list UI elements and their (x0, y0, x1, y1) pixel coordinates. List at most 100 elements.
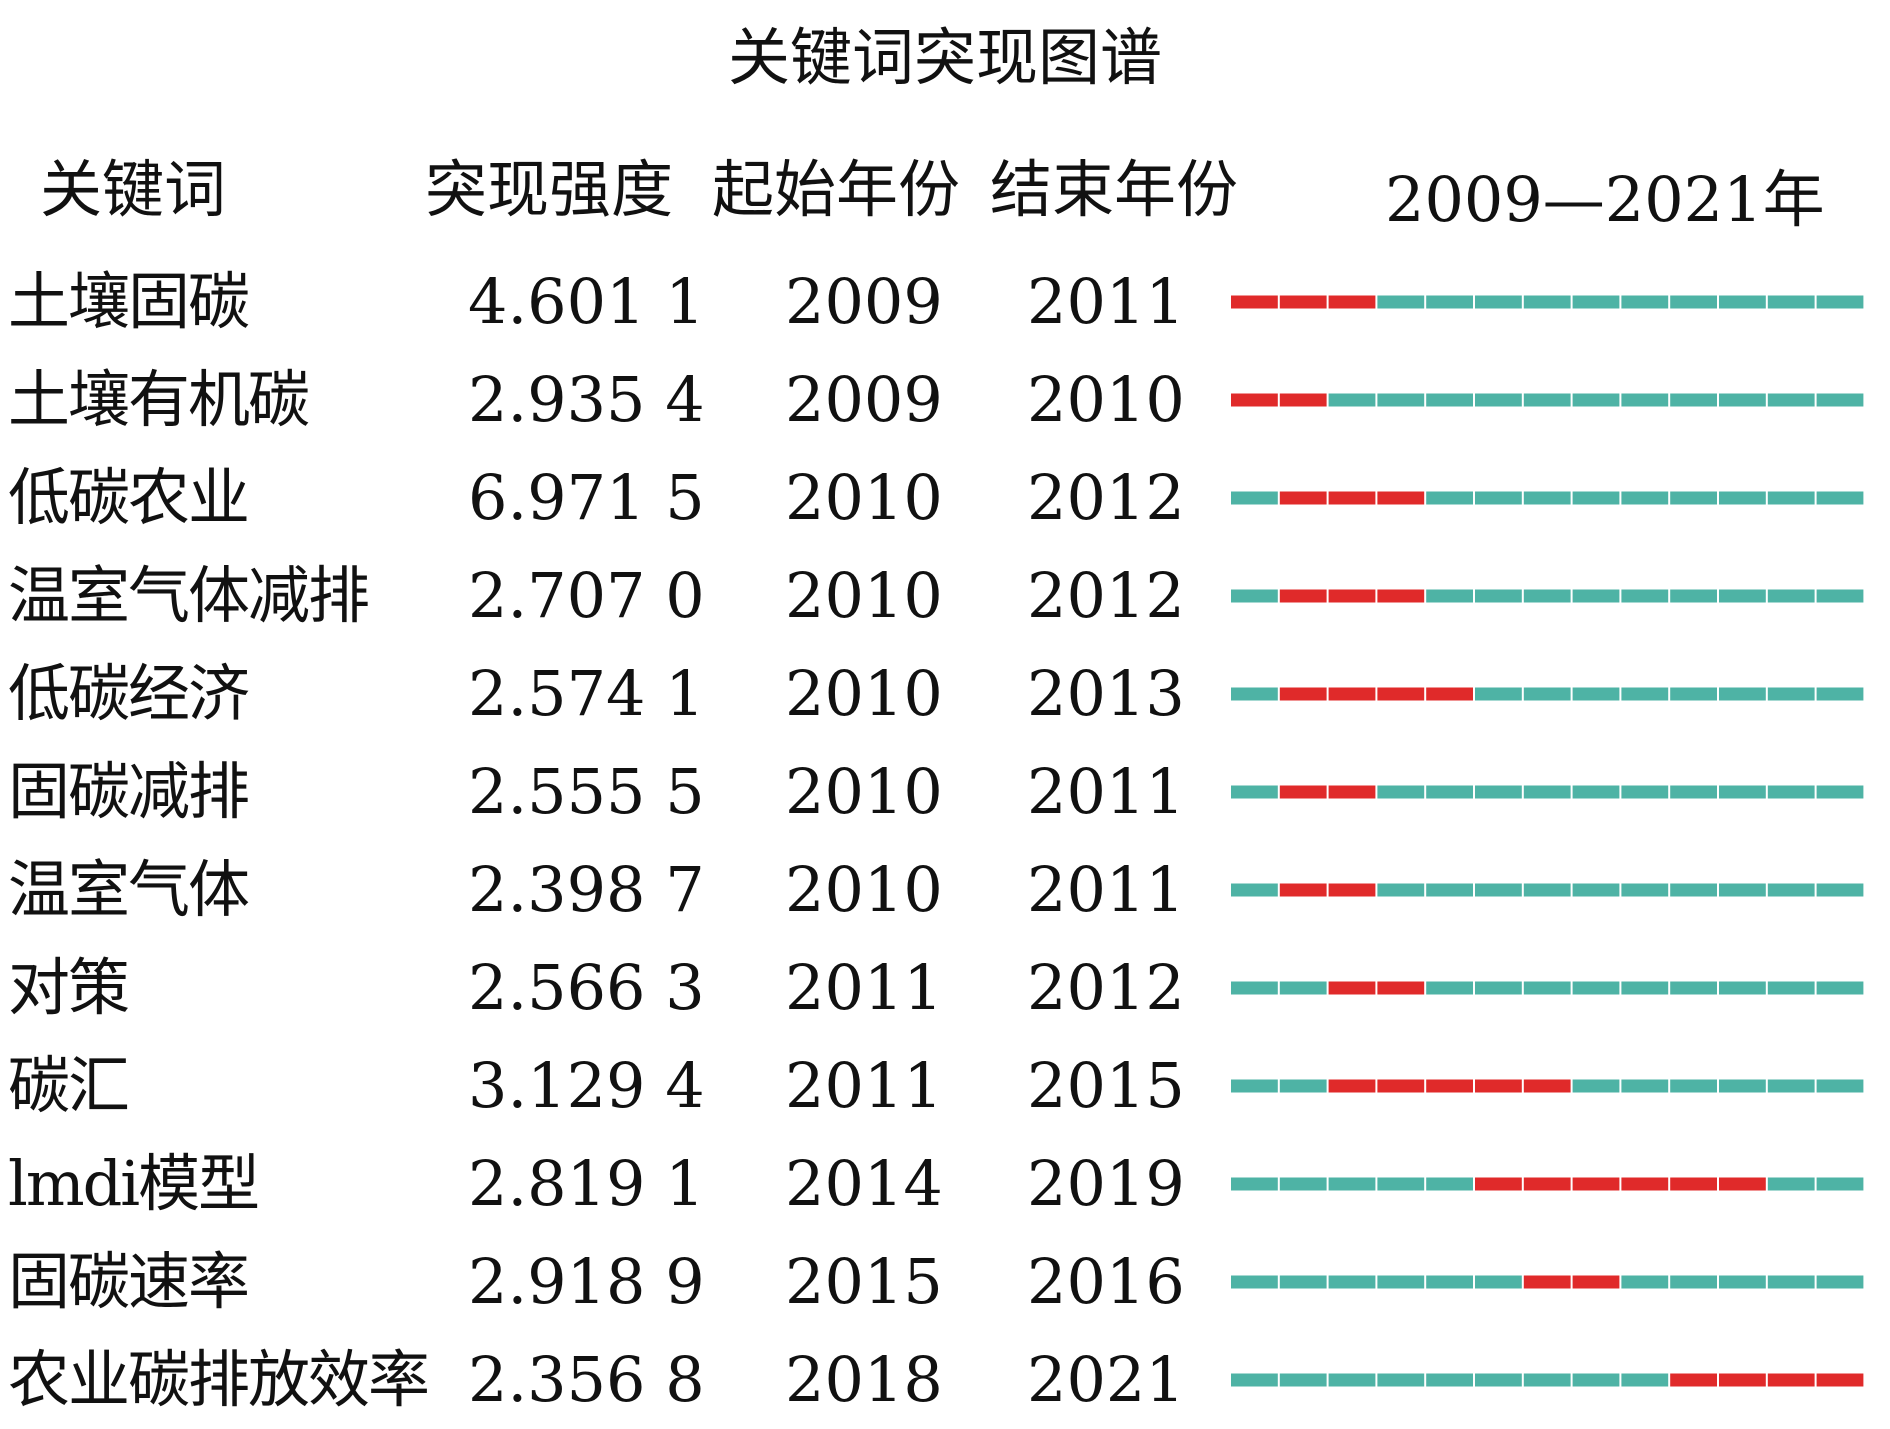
burst-segment (1328, 295, 1376, 309)
start-year-cell: 2011 (785, 951, 943, 1024)
timeline-segment (1621, 981, 1669, 995)
timeline-segment (1231, 687, 1278, 701)
timeline-segment (1523, 883, 1571, 897)
keyword-cell: 低碳农业 (8, 461, 250, 534)
timeline-segment (1621, 1079, 1669, 1093)
burst-segment (1475, 1177, 1522, 1191)
start-year-cell: 2010 (785, 559, 943, 632)
timeline-segment (1377, 295, 1425, 309)
keyword-cell: 农业碳排放效率 (8, 1343, 430, 1416)
timeline-segment (1719, 981, 1766, 995)
burst-segment (1377, 491, 1425, 505)
timeline-segment (1279, 1275, 1327, 1289)
timeline-segment (1621, 1275, 1669, 1289)
start-year-cell: 2009 (785, 363, 943, 436)
burst-segment (1328, 687, 1376, 701)
timeline-segment (1670, 589, 1717, 603)
start-year-cell: 2018 (785, 1343, 943, 1416)
keyword-cell: 固碳速率 (8, 1245, 250, 1318)
burst-segment (1279, 491, 1327, 505)
timeline-segment (1475, 491, 1522, 505)
keyword-cell: 固碳减排 (8, 755, 250, 828)
timeline-segment (1231, 981, 1278, 995)
burst-segment (1670, 1177, 1717, 1191)
timeline-segment (1572, 491, 1620, 505)
timeline-segment (1475, 295, 1522, 309)
strength-cell: 2.555 5 (468, 755, 705, 828)
burst-segment (1572, 1177, 1620, 1191)
timeline-segment (1670, 785, 1717, 799)
timeline-segment (1279, 981, 1327, 995)
timeline-segment (1523, 981, 1571, 995)
burst-segment (1279, 295, 1327, 309)
timeline-segment (1523, 687, 1571, 701)
strength-cell: 2.819 1 (468, 1147, 705, 1220)
header-start-year: 起始年份 (712, 153, 961, 226)
strength-cell: 2.356 8 (468, 1343, 705, 1416)
timeline-segment (1426, 491, 1473, 505)
burst-segment (1816, 1373, 1864, 1387)
timeline-segment (1572, 687, 1620, 701)
timeline-segment (1377, 1275, 1425, 1289)
timeline-segment (1328, 1177, 1376, 1191)
keyword-cell: 温室气体 (8, 853, 250, 926)
timeline-segment (1816, 589, 1864, 603)
burst-segment (1279, 883, 1327, 897)
timeline-segment (1231, 1275, 1278, 1289)
timeline-segment (1426, 589, 1473, 603)
burst-segment (1426, 1079, 1473, 1093)
burst-timeline (1231, 1275, 1864, 1289)
table-row: 农业碳排放效率 2.356 8 2018 2021 (0, 1331, 1890, 1429)
table-row: 固碳减排 2.555 5 2010 2011 (0, 743, 1890, 841)
timeline-segment (1816, 1079, 1864, 1093)
timeline-segment (1719, 785, 1766, 799)
end-year-cell: 2012 (1027, 951, 1185, 1024)
timeline-segment (1377, 393, 1425, 407)
burst-segment (1279, 393, 1327, 407)
end-year-cell: 2021 (1027, 1343, 1185, 1416)
end-year-cell: 2011 (1027, 755, 1185, 828)
burst-timeline (1231, 687, 1864, 701)
timeline-segment (1426, 981, 1473, 995)
burst-segment (1279, 785, 1327, 799)
burst-timeline (1231, 589, 1864, 603)
burst-segment (1572, 1275, 1620, 1289)
timeline-segment (1621, 883, 1669, 897)
burst-segment (1377, 981, 1425, 995)
burst-segment (1377, 687, 1425, 701)
timeline-segment (1767, 1275, 1815, 1289)
timeline-segment (1719, 687, 1766, 701)
timeline-segment (1279, 1079, 1327, 1093)
table-row: 碳汇 3.129 4 2011 2015 (0, 1037, 1890, 1135)
timeline-segment (1767, 883, 1815, 897)
burst-segment (1377, 589, 1425, 603)
timeline-segment (1426, 883, 1473, 897)
end-year-cell: 2015 (1027, 1049, 1185, 1122)
timeline-segment (1670, 687, 1717, 701)
strength-cell: 6.971 5 (468, 461, 705, 534)
timeline-segment (1816, 687, 1864, 701)
timeline-segment (1328, 393, 1376, 407)
timeline-segment (1328, 1373, 1376, 1387)
burst-timeline (1231, 981, 1864, 995)
timeline-segment (1719, 589, 1766, 603)
timeline-segment (1572, 785, 1620, 799)
timeline-segment (1377, 1373, 1425, 1387)
timeline-segment (1767, 589, 1815, 603)
strength-cell: 3.129 4 (468, 1049, 705, 1122)
timeline-segment (1767, 981, 1815, 995)
timeline-segment (1572, 981, 1620, 995)
burst-timeline (1231, 393, 1864, 407)
table-row: 固碳速率 2.918 9 2015 2016 (0, 1233, 1890, 1331)
burst-segment (1523, 1079, 1571, 1093)
table-row: 温室气体 2.398 7 2010 2011 (0, 841, 1890, 939)
timeline-segment (1816, 393, 1864, 407)
timeline-segment (1670, 491, 1717, 505)
keyword-cell: 对策 (8, 951, 130, 1024)
timeline-segment (1767, 687, 1815, 701)
timeline-segment (1377, 785, 1425, 799)
timeline-segment (1426, 785, 1473, 799)
timeline-segment (1621, 491, 1669, 505)
burst-segment (1475, 1079, 1522, 1093)
keyword-cell: 碳汇 (8, 1049, 130, 1122)
